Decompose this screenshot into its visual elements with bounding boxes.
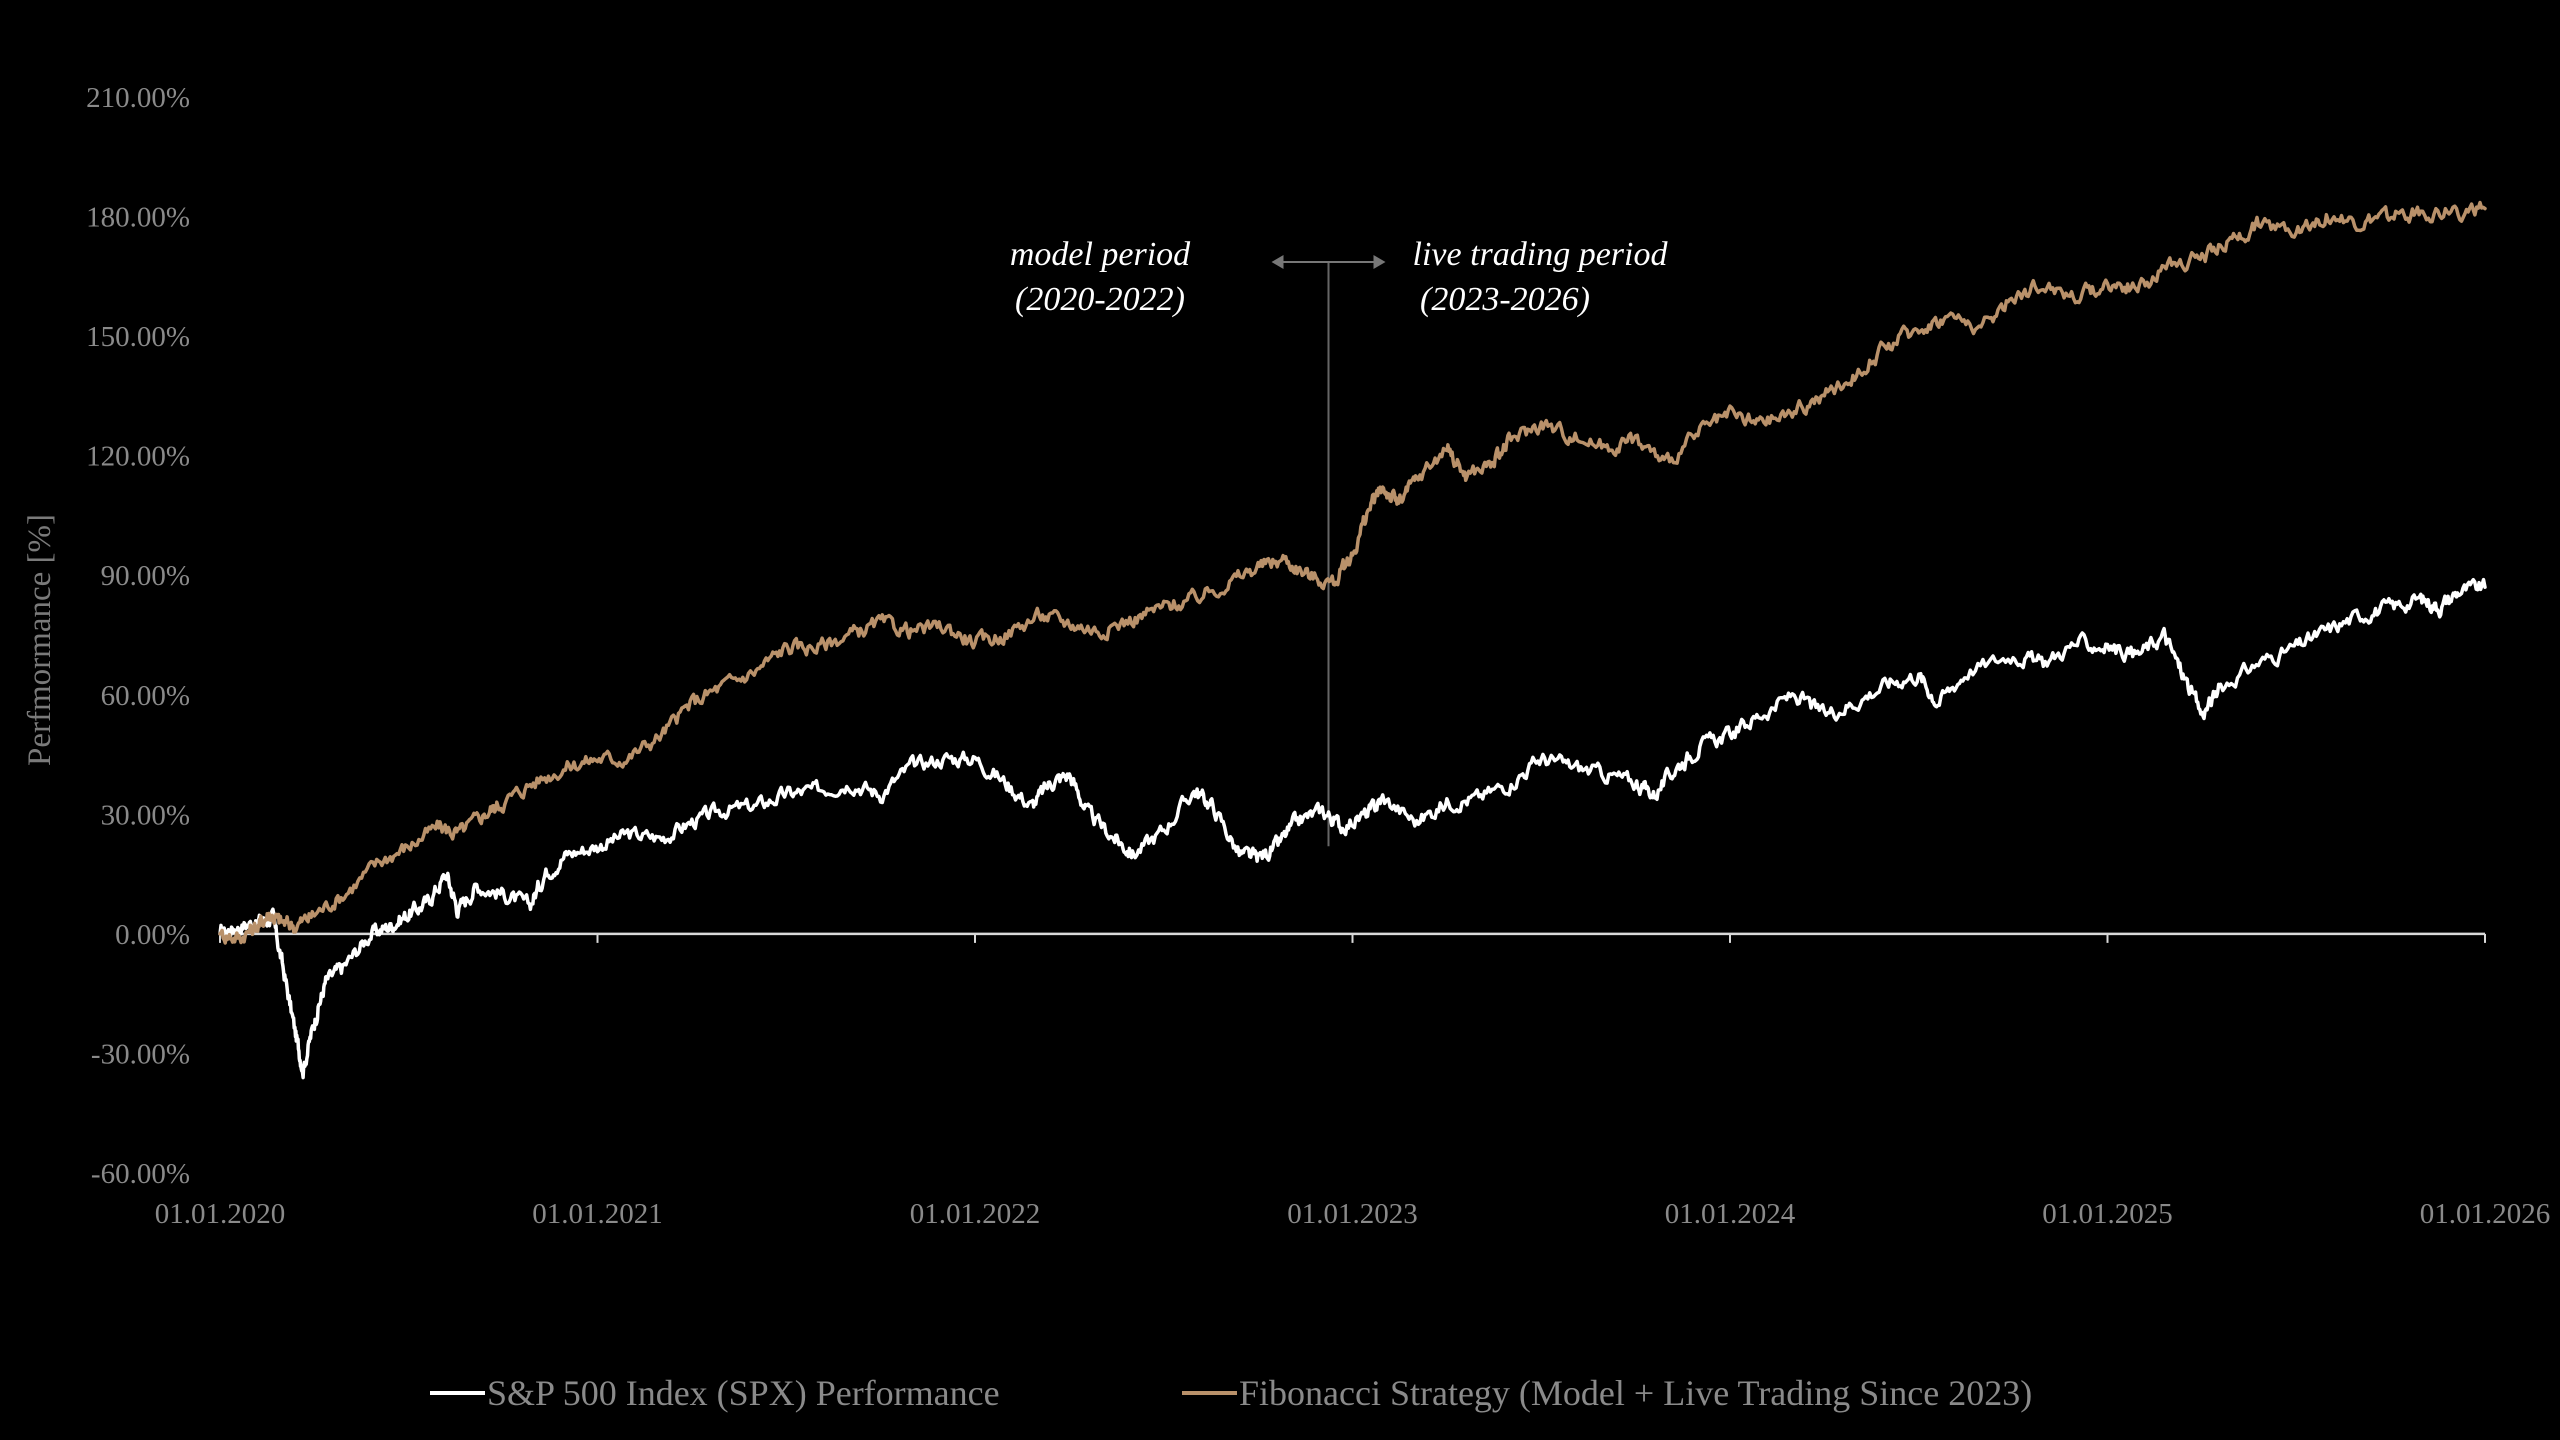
series-layer — [218, 200, 2487, 1080]
y-tick-label: 0.00% — [115, 919, 190, 951]
y-axis-title: Perfmormance [%] — [22, 514, 58, 766]
x-tick-label: 01.01.2022 — [910, 1198, 1041, 1230]
x-tick-label: 01.01.2024 — [1665, 1198, 1796, 1230]
period-arrow — [1271, 255, 1386, 269]
live-period-years: (2023-2026) — [1420, 281, 1590, 318]
model-period-years: (2020-2022) — [1015, 281, 1185, 318]
model-period-label: model period — [1010, 236, 1191, 273]
live-period-label: live trading period — [1413, 236, 1669, 273]
y-tick-label: 120.00% — [86, 441, 190, 473]
arrow-right-icon — [1373, 255, 1386, 269]
fibonacci-series-line — [218, 200, 2487, 945]
arrow-left-icon — [1271, 255, 1284, 269]
x-axis-ticks: 01.01.2020 01.01.2021 01.01.2022 01.01.2023… — [155, 933, 2551, 1230]
y-tick-label: 30.00% — [101, 799, 190, 831]
y-tick-label: 60.00% — [101, 680, 190, 712]
spx-series-line — [218, 577, 2487, 1080]
y-tick-label: -30.00% — [91, 1038, 190, 1070]
y-tick-label: 210.00% — [86, 82, 190, 114]
legend: S&P 500 Index (SPX) Performance Fibonacc… — [430, 1373, 2032, 1413]
x-tick-label: 01.01.2021 — [532, 1198, 663, 1230]
y-tick-label: 180.00% — [86, 202, 190, 234]
x-tick-label: 01.01.2025 — [2042, 1198, 2173, 1230]
x-tick-label: 01.01.2023 — [1287, 1198, 1418, 1230]
y-tick-label: 150.00% — [86, 321, 190, 353]
x-tick-label: 01.01.2026 — [2420, 1198, 2551, 1230]
legend-label-spx: S&P 500 Index (SPX) Performance — [487, 1373, 1000, 1413]
x-tick-label: 01.01.2020 — [155, 1198, 286, 1230]
y-tick-label: -60.00% — [91, 1158, 190, 1190]
y-axis-ticks: 210.00% 180.00% 150.00% 120.00% 90.00% 60.00%… — [86, 82, 190, 1190]
y-tick-label: 90.00% — [101, 560, 190, 592]
legend-label-fibonacci: Fibonacci Strategy (Model + Live Trading… — [1239, 1373, 2032, 1413]
